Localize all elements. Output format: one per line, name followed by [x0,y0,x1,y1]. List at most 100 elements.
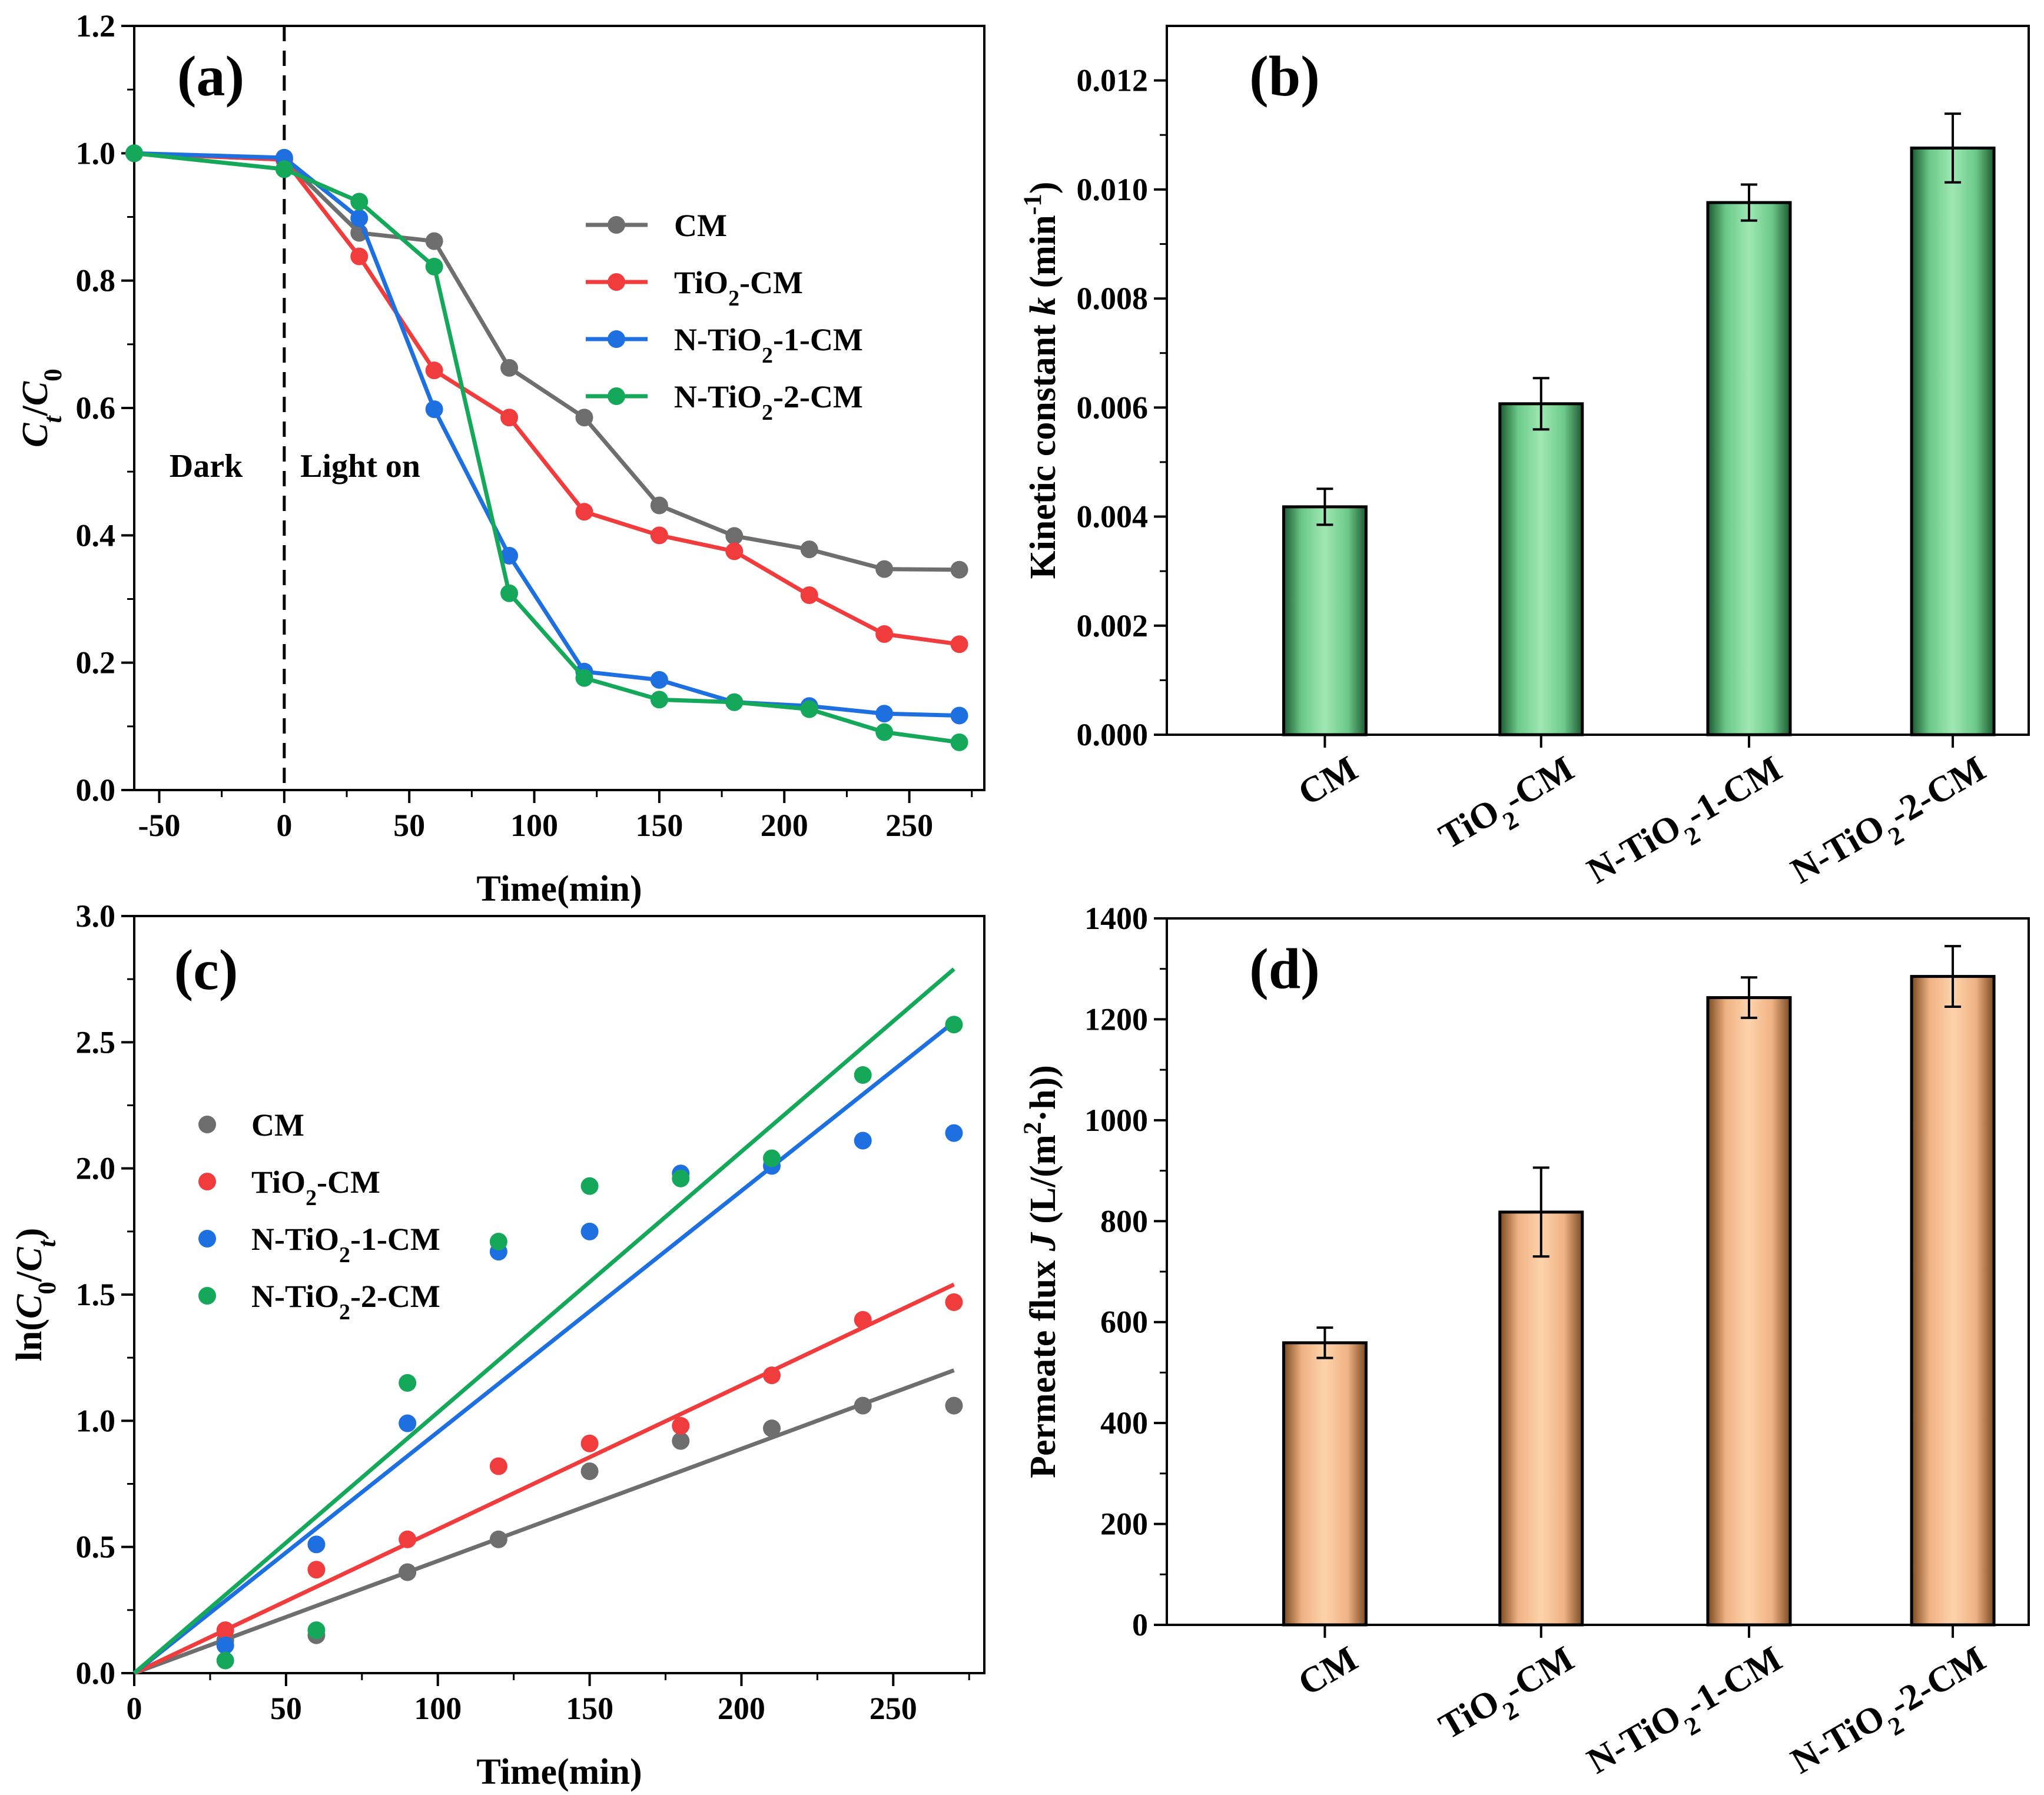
y-tick-label: 0.010 [1077,172,1149,207]
bar-N-TiO2-1-CM [1706,201,1792,736]
x-axis-label: Time(min) [476,869,642,909]
legend-marker-N-TiO2-1-CM [198,1230,216,1247]
bar-TiO2-CM [1498,1210,1584,1627]
data-point-CM [725,527,744,545]
data-point-N-TiO2-2-CM [950,733,968,751]
data-point-N-TiO2-2-CM [672,1169,690,1187]
bar-N-TiO2-1-CM [1706,996,1792,1627]
data-point-N-TiO2-2-CM [425,257,443,276]
y-tick-label: 0.004 [1077,499,1149,535]
x-tick-label: 150 [635,808,683,843]
y-tick-label: 1.2 [76,8,116,44]
fit-line-CM [133,1368,955,1675]
data-point-CM [800,540,818,559]
data-point-N-TiO2-2-CM [350,193,369,211]
panel-d-bar-chart: 0200400600800100012001400CMTiO2-CMN-TiO2… [1018,901,2030,1791]
data-point-N-TiO2-2-CM [875,723,894,741]
data-point-N-TiO2-1-CM [950,706,968,725]
data-point-N-TiO2-1-CM [307,1535,326,1554]
y-tick-label: 3.0 [76,898,116,934]
y-tick-label: 1000 [1084,1103,1148,1138]
data-point-CM [425,232,443,250]
data-point-N-TiO2-2-CM [800,700,818,718]
data-point-CM [854,1396,872,1415]
x-tick-label: 50 [270,1691,302,1726]
series-line-N-TiO2-1-CM [134,151,960,718]
data-point-TiO2-CM [875,625,894,643]
bar-CM [1282,1341,1368,1627]
data-point-CM [489,1530,507,1548]
legend-label-TiO2-CM: TiO2-CM [674,265,803,311]
data-point-TiO2-CM [580,1434,599,1452]
data-point-N-TiO2-2-CM [500,584,519,602]
data-point-TiO2-CM [425,361,443,380]
data-point-CM [580,1462,599,1481]
category-label-N-TiO2-1-CM: N-TiO2-1-CM [1581,1638,1794,1791]
category-label-TiO2-CM: TiO2-CM [1432,748,1587,867]
panel-c-scatter-chart: 0.0 0.5 1.0 1.5 2.0 2.5 3.0 0 50 100 150 200 250 (c) T… [9,898,986,1792]
bar-N-TiO2-2-CM [1910,146,1996,736]
y-tick-label: 0.002 [1077,608,1149,643]
data-point-N-TiO2-2-CM [399,1374,417,1392]
panel-b-bar-chart: 0.000 0.002 0.004 0.006 0.008 0.010 0.012 CM TiO… [1018,25,2030,901]
data-point-TiO2-CM [945,1293,963,1311]
bar-N-TiO2-2-CM [1910,975,1996,1627]
data-point-N-TiO2-2-CM [489,1232,507,1250]
fit-line-N-TiO2-1-CM [132,1020,955,1675]
legend-label-N-TiO2-1-CM: N-TiO2-1-CM [251,1222,440,1268]
x-tick-label: 0 [276,808,292,843]
data-point-N-TiO2-2-CM [216,1651,234,1670]
data-point-TiO2-CM [854,1310,872,1329]
legend-marker-CM [608,216,625,234]
bar-TiO2-CM [1498,402,1584,736]
data-point-N-TiO2-2-CM [575,669,593,687]
y-tick-label: 0.0 [76,1655,116,1691]
y-tick-label: 0.008 [1077,281,1149,316]
data-point-CM [399,1563,417,1581]
x-tick-label: -50 [138,808,180,843]
panel-a-line-chart: 0.0 0.2 0.4 0.6 0.8 1.0 1.2 -50 0 50 100 150 200 250 D… [15,8,986,909]
data-point-CM [575,409,593,427]
category-label-N-TiO2-1-CM: N-TiO2-1-CM [1581,748,1794,901]
legend-label-N-TiO2-2-CM: N-TiO2-2-CM [251,1279,440,1325]
y-tick-label: 0.0 [76,772,116,808]
data-point-TiO2-CM [950,635,968,653]
data-point-N-TiO2-2-CM [275,160,293,178]
data-point-N-TiO2-1-CM [350,209,369,227]
data-point-N-TiO2-1-CM [875,705,894,723]
data-point-CM [875,560,894,578]
data-point-N-TiO2-1-CM [399,1414,417,1432]
panel-label: (c) [174,938,238,1002]
x-tick-label: 250 [885,808,933,843]
y-tick-label: 0.4 [76,517,116,553]
x-tick-label: 250 [870,1691,917,1726]
x-tick-label: 50 [393,808,425,843]
data-point-N-TiO2-2-CM [650,691,668,709]
data-point-N-TiO2-1-CM [945,1124,963,1142]
data-point-TiO2-CM [672,1416,690,1435]
data-point-TiO2-CM [650,526,668,545]
legend-marker-N-TiO2-2-CM [198,1287,216,1305]
data-point-N-TiO2-1-CM [854,1132,872,1150]
x-tick-label: 150 [566,1691,613,1726]
data-point-TiO2-CM [800,586,818,605]
y-tick-label: 1.0 [76,135,116,171]
y-tick-label: 1.0 [76,1403,116,1438]
data-point-CM [672,1432,690,1450]
y-tick-label: 0 [1132,1607,1148,1643]
data-point-N-TiO2-1-CM [216,1636,234,1654]
data-point-N-TiO2-2-CM [580,1177,599,1195]
y-tick-label: 0.000 [1077,717,1149,752]
data-point-CM [500,359,519,377]
data-point-N-TiO2-2-CM [307,1621,326,1640]
y-tick-label: 0.8 [76,263,116,298]
x-tick-label: 200 [761,808,808,843]
y-tick-label: 0.006 [1077,390,1149,425]
data-point-N-TiO2-1-CM [500,546,519,565]
y-tick-label: 0.2 [76,645,116,681]
fit-line-N-TiO2-2-CM [132,967,955,1675]
y-tick-label: 2.5 [76,1024,116,1060]
data-point-N-TiO2-1-CM [425,400,443,419]
data-point-CM [650,496,668,515]
fit-line-TiO2-CM [133,1282,955,1675]
